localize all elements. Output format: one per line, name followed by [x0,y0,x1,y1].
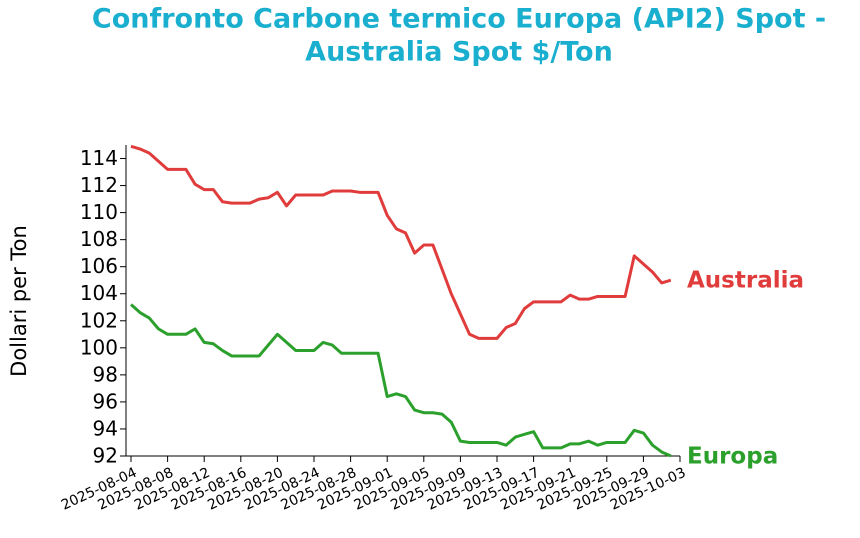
chart-title-line: Australia Spot $/Ton [305,37,613,68]
y-tick-label: 108 [80,227,118,251]
y-tick-label: 110 [80,200,118,224]
y-tick-label: 106 [80,254,118,278]
data-line [130,144,672,340]
y-tick-label: 114 [80,146,118,170]
y-tick-label: 100 [80,335,118,359]
data-line [130,303,672,458]
series-label: Australia [687,268,804,294]
y-tick-label: 92 [93,444,118,468]
y-tick-label: 96 [93,389,118,413]
y-tick-label: 94 [93,416,118,440]
y-axis-label: Dollari per Ton [7,225,31,377]
y-tick-label: 98 [93,362,118,386]
y-tick-label: 102 [80,308,118,332]
series-label: Europa [687,444,778,470]
y-tick-label: 104 [80,281,118,305]
y-tick-label: 112 [80,173,118,197]
chart-title-line: Confronto Carbone termico Europa (API2) … [92,4,826,35]
